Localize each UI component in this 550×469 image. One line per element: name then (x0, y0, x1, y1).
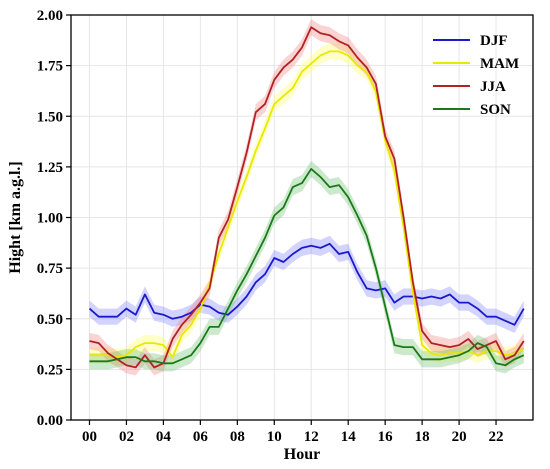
legend-label-mam: MAM (480, 56, 519, 72)
legend: DJF MAM JJA SON (433, 33, 519, 118)
series-lines (88, 26, 525, 369)
series-line-son (89, 167, 525, 367)
y-tick-label: 0.00 (37, 413, 63, 429)
x-tick-label: 22 (489, 429, 504, 445)
x-tick-label: 14 (341, 429, 357, 445)
series-line-djf (88, 242, 525, 326)
y-tick-label: 1.00 (37, 211, 63, 227)
x-tick-label: 10 (267, 429, 282, 445)
y-tick-label: 0.75 (37, 261, 63, 277)
x-tick-label: 00 (82, 429, 97, 445)
y-tick-label: 0.50 (37, 312, 63, 328)
y-axis-label: Hight [km a.g.l.] (7, 161, 24, 273)
legend-label-jja: JJA (480, 79, 506, 95)
x-tick-label: 06 (193, 429, 209, 445)
x-tick-label: 04 (156, 429, 172, 445)
y-tick-label: 0.25 (37, 362, 63, 378)
axis-ticks: 00 02 04 06 08 10 12 14 16 18 20 22 0.00 0.25 0.50 0.75… (37, 8, 504, 445)
x-tick-label: 20 (452, 429, 467, 445)
band-djf (89, 235, 524, 333)
y-tick-label: 1.75 (37, 59, 63, 75)
series-line-jja (89, 26, 525, 369)
x-axis-label: Hour (284, 446, 320, 463)
confidence-bands (89, 19, 524, 376)
series-line-mam (89, 50, 525, 359)
band-son (89, 160, 524, 374)
legend-label-son: SON (480, 102, 511, 118)
y-tick-label: 1.50 (37, 109, 63, 125)
x-tick-label: 16 (378, 429, 394, 445)
x-tick-label: 02 (119, 429, 134, 445)
x-tick-label: 08 (230, 429, 245, 445)
x-tick-label: 12 (304, 429, 319, 445)
legend-label-djf: DJF (480, 33, 508, 49)
y-tick-label: 1.25 (37, 160, 63, 176)
y-tick-label: 2.00 (37, 8, 63, 24)
x-tick-label: 18 (415, 429, 430, 445)
